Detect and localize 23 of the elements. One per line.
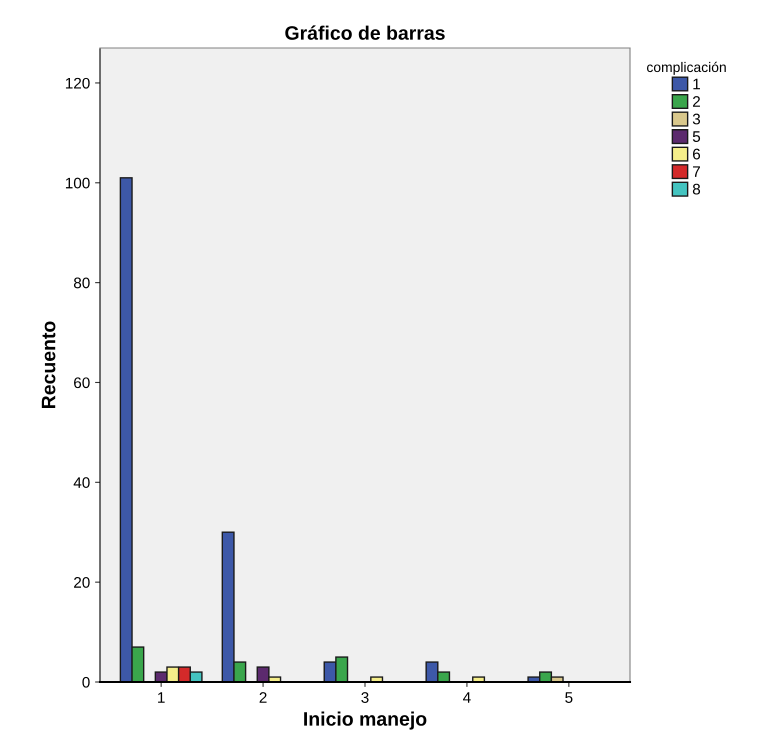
y-tick-label: 80 [74,278,90,288]
chart-title: Gráfico de barras [285,25,445,40]
legend-label: 5 [692,131,700,142]
y-tick-label: 0 [82,676,90,688]
y-tick-label: 60 [74,377,90,388]
legend-label: 2 [692,96,700,107]
x-tick-label: 4 [463,692,471,703]
legend-title: complicación [646,62,726,75]
y-tick-label: 100 [66,178,90,188]
x-tick-label: 5 [565,692,572,703]
x-axis-title: Inicio manejo [304,712,426,730]
legend-label: 6 [692,148,700,160]
y-tick-label: 120 [66,78,90,89]
y-tick-label: 20 [74,577,90,588]
legend-label: 1 [693,78,700,90]
x-tick-label: 1 [158,692,165,703]
legend-label: 7 [693,166,700,177]
y-tick-label: 40 [74,477,90,488]
x-tick-label: 2 [260,692,267,703]
y-axis-title: Recuento [42,321,56,408]
legend-label: 3 [692,114,700,124]
legend-label: 8 [692,184,700,195]
x-tick-label: 3 [361,692,369,703]
